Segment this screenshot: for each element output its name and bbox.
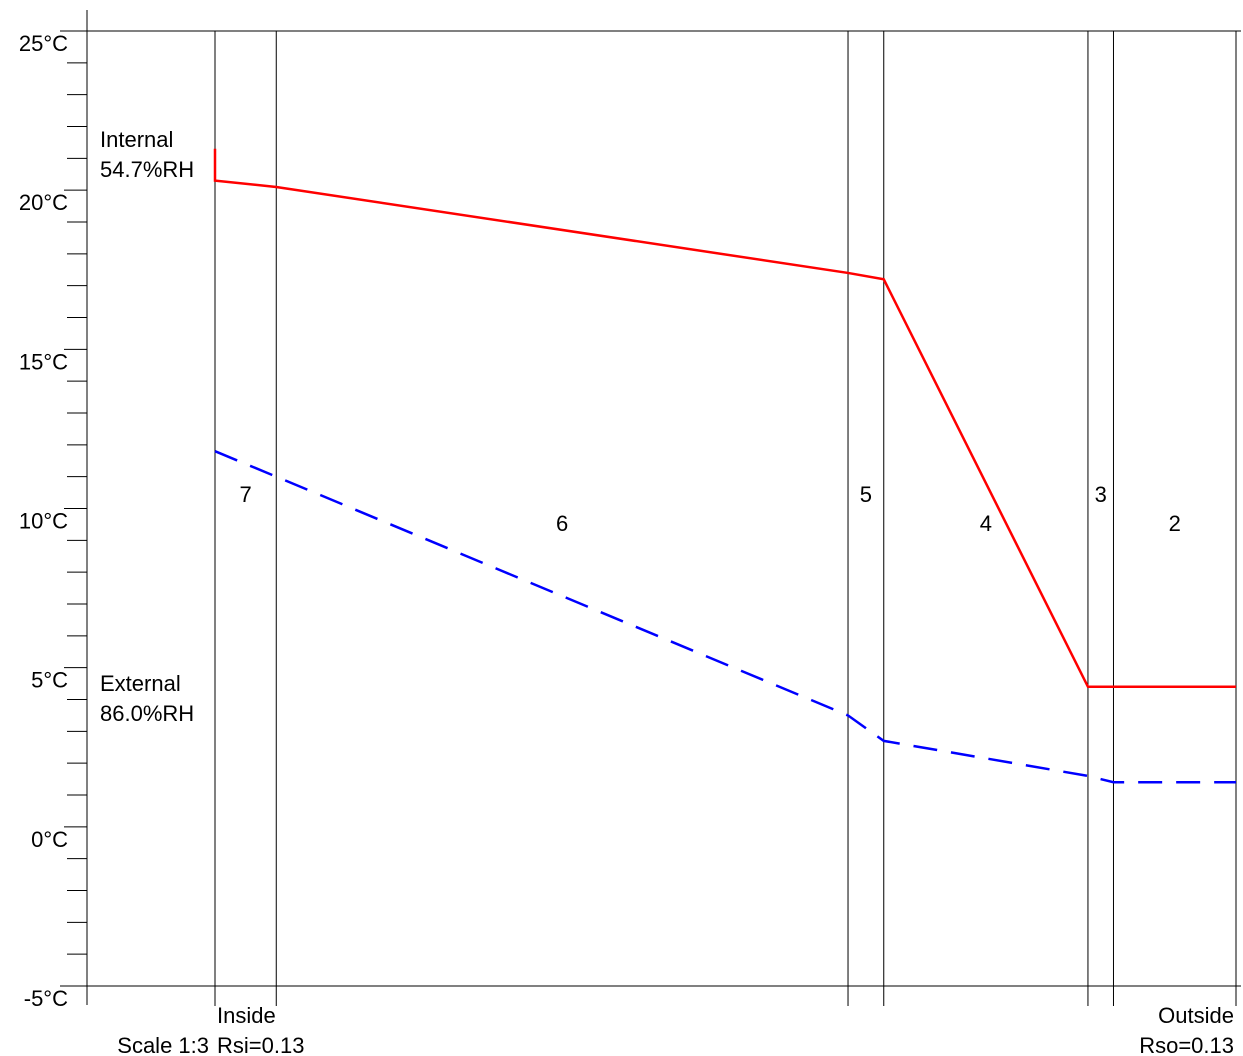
layer-label-4: 4 <box>980 511 992 536</box>
y-tick-label: 10°C <box>19 509 68 534</box>
inside-label: Inside <box>217 1003 276 1028</box>
y-tick-label: 20°C <box>19 190 68 215</box>
temperature-line <box>213 148 1236 689</box>
external-title: External <box>100 671 181 696</box>
layer-label-5: 5 <box>860 482 872 507</box>
layer-label-6: 6 <box>556 511 568 536</box>
y-tick-label: 15°C <box>19 349 68 374</box>
inside-resistance: Rsi=0.13 <box>217 1033 304 1056</box>
y-tick-label: 0°C <box>31 827 68 852</box>
dewpoint-line <box>214 450 1236 784</box>
y-tick-label: -5°C <box>24 986 68 1011</box>
layer-label-2: 2 <box>1169 511 1181 536</box>
outside-resistance: Rso=0.13 <box>1139 1033 1234 1056</box>
y-axis: 25°C 20°C 15°C 10°C 5°C 0°C -5°C <box>19 10 1241 1011</box>
layer-label-3: 3 <box>1095 482 1107 507</box>
external-rh: 86.0%RH <box>100 701 194 726</box>
internal-title: Internal <box>100 127 173 152</box>
series-lines <box>213 148 1236 784</box>
y-tick-label: 5°C <box>31 668 68 693</box>
layer-label-7: 7 <box>240 482 252 507</box>
internal-rh: 54.7%RH <box>100 157 194 182</box>
layer-boundaries: 7 6 5 4 3 2 <box>214 31 1237 1006</box>
scale-label: Scale 1:3 <box>117 1033 209 1056</box>
outside-label: Outside <box>1158 1003 1234 1028</box>
y-tick-label: 25°C <box>19 31 68 56</box>
